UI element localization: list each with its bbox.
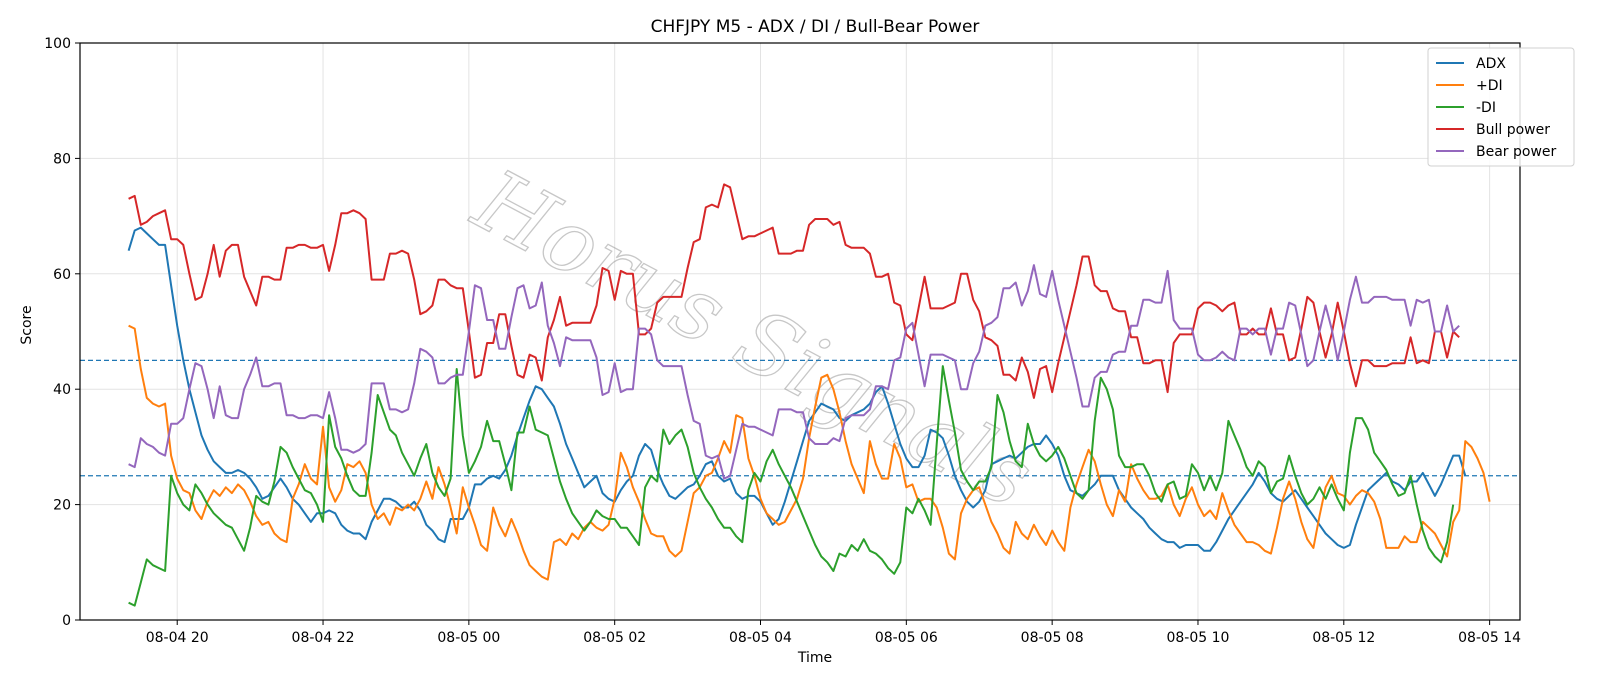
y-axis-title: Score	[19, 305, 35, 344]
x-tick-label: 08-05 14	[1458, 630, 1521, 646]
x-tick-label: 08-05 04	[729, 630, 792, 646]
legend-label: -DI	[1476, 100, 1496, 116]
x-tick-label: 08-04 20	[146, 630, 209, 646]
x-axis-ticks: 08-04 20 08-04 22 08-05 00 08-05 02 08-05 04…	[146, 620, 1521, 646]
legend-label: +DI	[1476, 78, 1503, 94]
series-line-di	[128, 365, 1455, 607]
y-tick-label: 80	[53, 151, 71, 167]
x-tick-label: 08-05 10	[1166, 630, 1229, 646]
series-line-bear-power	[128, 264, 1460, 480]
chart-title: CHFJPY M5 - ADX / DI / Bull-Bear Power	[651, 17, 980, 37]
series-line-bull-power	[128, 183, 1460, 399]
series-line-adx	[127, 226, 1467, 552]
y-tick-label: 0	[62, 613, 71, 629]
reference-lines	[80, 359, 1520, 477]
x-tick-label: 08-05 08	[1021, 630, 1084, 646]
x-tick-label: 08-04 22	[292, 630, 355, 646]
y-tick-label: 40	[53, 382, 71, 398]
y-axis-ticks: 0 20 40 60 80 100	[44, 36, 80, 629]
legend-label: ADX	[1476, 56, 1506, 72]
y-tick-label: 100	[44, 36, 71, 52]
series-lines	[127, 183, 1491, 607]
x-tick-label: 08-05 02	[583, 630, 646, 646]
x-axis-title: Time	[797, 650, 832, 666]
x-tick-label: 08-05 06	[875, 630, 938, 646]
legend: ADX +DI -DI Bull power Bear power	[1427, 47, 1575, 167]
legend-label: Bull power	[1476, 122, 1550, 138]
plot-frame	[79, 42, 1521, 621]
legend-frame	[1427, 47, 1575, 167]
x-tick-label: 08-05 12	[1312, 630, 1375, 646]
x-tick-label: 08-05 00	[437, 630, 500, 646]
y-tick-label: 20	[53, 498, 71, 514]
y-tick-label: 60	[53, 267, 71, 283]
legend-label: Bear power	[1476, 144, 1557, 160]
